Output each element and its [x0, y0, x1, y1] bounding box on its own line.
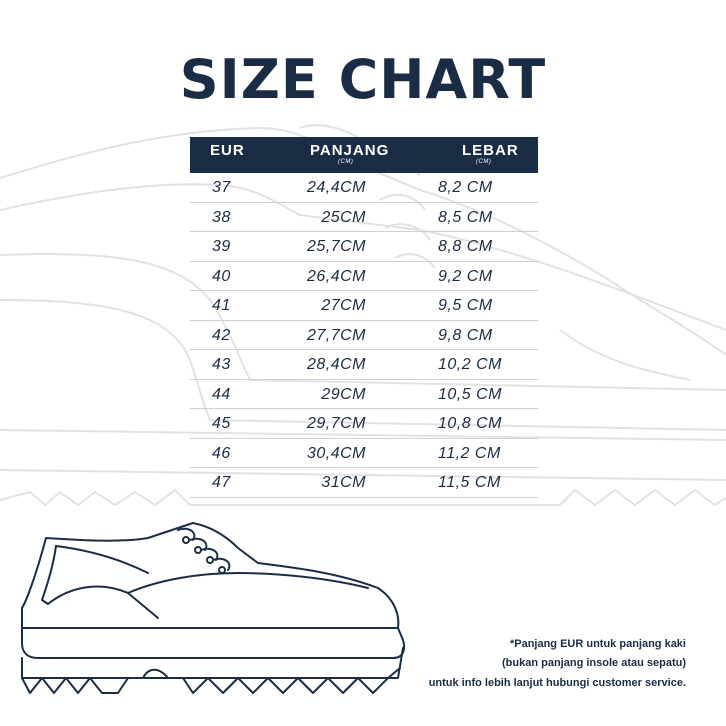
table-header: EUR PANJANG (CM) LEBAR (CM) — [190, 137, 538, 173]
eur-cell: 38 — [212, 208, 231, 226]
table-row: 42 27,7CM 9,8 CM — [190, 321, 538, 350]
eur-cell: 41 — [212, 297, 231, 314]
table-row: 45 29,7CM 10,8 CM — [190, 409, 538, 439]
table-row: 47 31CM 11,5 CM — [190, 468, 538, 498]
length-cell: 29CM — [321, 385, 366, 403]
table-row: 40 26,4CM 9,2 CM — [190, 262, 538, 291]
eur-cell: 46 — [212, 444, 231, 462]
note-line-1: *Panjang EUR untuk panjang kaki — [509, 638, 686, 650]
width-cell: 9,2 CM — [438, 267, 493, 285]
table-row: 39 25,7CM 8,8 CM — [190, 232, 538, 262]
header-width: LEBAR — [462, 142, 519, 159]
table-row: 38 25CM 8,5 CM — [190, 203, 538, 232]
table-row: 41 27CM 9,5 CM — [190, 291, 538, 321]
note-line-3: untuk info lebih lanjut hubungi customer… — [428, 677, 686, 689]
page-title: SIZE CHART — [179, 48, 547, 111]
length-cell: 29,7CM — [306, 415, 366, 432]
table-row: 37 24,4CM 8,2 CM — [190, 173, 538, 203]
width-cell: 10,5 CM — [438, 385, 502, 403]
table-body: 37 24,4CM 8,2 CM 38 25CM 8,5 CM 39 25,7CM 8,8 CM… — [190, 173, 538, 498]
length-cell: 28,4CM — [306, 356, 366, 373]
length-cell: 24,4CM — [306, 179, 366, 196]
shoe-foreground-outline — [21, 522, 406, 694]
width-cell: 11,5 CM — [438, 474, 501, 491]
eur-cell: 37 — [212, 179, 231, 196]
header-length: PANJANG — [310, 142, 390, 159]
table-row: 43 28,4CM 10,2 CM — [190, 350, 538, 380]
width-cell: 10,8 CM — [438, 415, 502, 432]
length-cell: 25CM — [321, 208, 366, 226]
length-cell: 25,7CM — [306, 238, 366, 255]
eur-cell: 44 — [212, 385, 231, 403]
length-cell: 26,4CM — [306, 267, 366, 285]
eur-cell: 39 — [212, 238, 231, 255]
eur-cell: 43 — [212, 356, 231, 373]
length-cell: 30,4CM — [306, 444, 366, 462]
length-cell: 31CM — [321, 474, 366, 491]
eur-cell: 47 — [212, 474, 231, 491]
width-cell: 11,2 CM — [438, 444, 501, 462]
note-line-2: (bukan panjang insole atau sepatu) — [502, 657, 686, 669]
header-width-unit: (CM) — [476, 159, 492, 165]
width-cell: 9,5 CM — [438, 297, 493, 314]
width-cell: 8,5 CM — [438, 208, 493, 226]
width-cell: 8,2 CM — [438, 179, 493, 196]
header-eur: EUR — [210, 142, 245, 159]
width-cell: 9,8 CM — [438, 326, 493, 344]
length-cell: 27,7CM — [306, 326, 366, 344]
eur-cell: 42 — [212, 326, 231, 344]
eur-cell: 45 — [212, 415, 231, 432]
width-cell: 10,2 CM — [438, 356, 502, 373]
table-row: 44 29CM 10,5 CM — [190, 380, 538, 409]
length-cell: 27CM — [321, 297, 366, 314]
table-row: 46 30,4CM 11,2 CM — [190, 439, 538, 468]
width-cell: 8,8 CM — [438, 238, 493, 255]
size-chart-table: EUR PANJANG (CM) LEBAR (CM) 37 24,4CM 8,2 … — [190, 137, 538, 498]
header-length-unit: (CM) — [338, 159, 354, 165]
eur-cell: 40 — [212, 267, 231, 285]
